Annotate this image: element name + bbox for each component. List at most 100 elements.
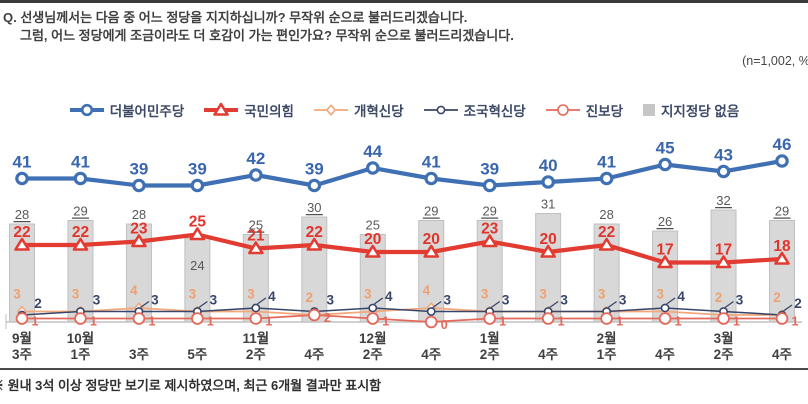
party-value-label: 3 — [443, 293, 451, 308]
party-value-label: 4 — [677, 289, 685, 304]
circle-marker-icon — [424, 315, 438, 329]
party-value-label: 3 — [598, 287, 606, 302]
label-leader-line — [724, 300, 734, 309]
party-value-label: 3 — [13, 287, 21, 302]
party-value-label: 1 — [265, 315, 272, 329]
circle-marker-icon — [73, 171, 88, 186]
party-value-label: 3 — [327, 293, 335, 308]
party-value-label: 2 — [794, 296, 802, 311]
x-axis-week-label: 2주 — [246, 347, 266, 362]
legend-label: 진보당 — [585, 104, 623, 119]
bar-value-label: 29 — [482, 204, 496, 219]
bar-value-label: 30 — [307, 200, 321, 215]
party-value-label: 22 — [13, 224, 30, 241]
circle-marker-icon — [74, 312, 87, 325]
label-leader-line — [783, 304, 793, 312]
party-value-label: 44 — [363, 142, 382, 161]
x-axis-week-label: 4주 — [772, 347, 792, 362]
circle-marker-icon — [368, 303, 378, 313]
party-value-label: 4 — [268, 289, 276, 304]
party-value-label: 39 — [129, 160, 148, 179]
democratic-party-line — [22, 158, 783, 188]
party-value-label: 20 — [423, 231, 440, 248]
circle-marker-icon — [15, 312, 29, 325]
triangle-marker-icon — [657, 255, 673, 269]
party-value-label: 2 — [324, 311, 331, 325]
legend-item-people-power-party: 국민의힘 — [203, 100, 294, 120]
party-value-label: 3 — [560, 293, 568, 308]
circle-legend-icon — [423, 105, 458, 115]
party-value-label: 1 — [792, 315, 799, 329]
circle-marker-icon — [436, 105, 446, 115]
x-axis-month-label: 1월 — [480, 330, 500, 346]
question-line-2: 그럼, 어느 정당에게 조금이라도 더 호감이 가는 편인가요? 무작위 순으로… — [20, 28, 514, 43]
party-value-label: 23 — [130, 221, 148, 238]
circle-marker-icon — [600, 312, 613, 325]
circle-marker-icon — [132, 312, 146, 325]
party-value-label: 18 — [773, 238, 791, 255]
top-divider — [0, 0, 808, 3]
party-value-label: 3 — [364, 287, 372, 302]
party-value-label: 22 — [306, 224, 323, 241]
series-jinbo-party — [15, 308, 789, 329]
footnote-divider: ※ 원내 3석 이상 정당만 보기로 제시하였으며, 최근 6개월 결과만 표시… — [0, 368, 808, 394]
party-value-label: 17 — [715, 242, 732, 259]
party-value-label: 2 — [306, 290, 314, 305]
diamond-marker-icon — [325, 104, 336, 116]
bar-value-label: 29 — [775, 204, 789, 219]
circle-marker-icon — [308, 308, 321, 322]
party-value-label: 2 — [715, 290, 723, 305]
party-value-label: 1 — [90, 315, 97, 329]
legend-item-no-party-bars: 지지정당 없음 — [642, 100, 739, 120]
jinbo-party-line — [22, 314, 782, 323]
x-axis-week-label: 3주 — [12, 347, 32, 362]
legend-item-reform-party: 개혁신당 — [313, 100, 404, 120]
party-value-label: 43 — [714, 146, 733, 165]
triangle-marker-icon — [131, 234, 147, 248]
legend-item-democratic-party: 더불어민주당 — [69, 100, 184, 120]
bar-value-label: 32 — [716, 193, 730, 208]
party-value-label: 1 — [207, 315, 214, 329]
triangle-marker-icon — [598, 237, 615, 251]
bar-value-label: 25 — [249, 218, 263, 233]
party-value-label: 45 — [656, 139, 675, 158]
question-line-1: Q. 선생님께서는 다음 중 어느 정당을 지지하십니까? 무작위 순으로 불러… — [3, 10, 468, 25]
party-value-label: 22 — [72, 224, 89, 241]
chart-legend: 더불어민주당 국민의힘 개혁신당 조국혁신당 진보당 지지정당 없음 — [0, 100, 808, 120]
question-text: Q. 선생님께서는 다음 중 어느 정당을 지지하십니까? 무작위 순으로 불러… — [3, 9, 514, 45]
legend-label: 국민의힘 — [244, 104, 294, 119]
diamond-legend-icon — [313, 104, 348, 116]
series-people-power-party — [14, 227, 790, 269]
circle-legend-icon — [545, 104, 580, 116]
triangle-marker-icon — [481, 234, 498, 248]
x-axis-week-label: 4주 — [304, 347, 324, 362]
party-value-label: 23 — [481, 221, 499, 238]
party-value-label: 3 — [502, 293, 510, 308]
x-axis-week-label: 1주 — [70, 347, 90, 362]
x-axis-month-label: 3월 — [714, 330, 734, 346]
party-value-label: 4 — [385, 289, 393, 304]
bar-value-label: 24 — [190, 258, 204, 273]
triangle-marker-icon — [306, 237, 323, 251]
triangle-marker-icon — [774, 251, 790, 265]
circle-marker-icon — [599, 171, 614, 186]
label-leader-line — [373, 297, 384, 305]
party-value-label: 41 — [13, 153, 32, 172]
bar-value-label: 25 — [366, 218, 380, 233]
x-axis-week-label: 2주 — [480, 347, 500, 362]
x-axis-week-label: 2주 — [363, 347, 383, 362]
x-axis-week-label: 4주 — [538, 347, 558, 362]
party-value-label: 3 — [736, 293, 744, 308]
circle-marker-icon — [775, 312, 789, 325]
party-value-label: 2 — [34, 296, 42, 311]
party-value-label: 41 — [422, 153, 441, 172]
party-value-label: 4 — [422, 283, 430, 298]
circle-marker-icon — [190, 178, 205, 193]
people-power-party-line — [22, 232, 783, 265]
series-democratic-party — [15, 154, 789, 193]
x-axis-week-label: 1주 — [597, 347, 617, 362]
party-value-label: 3 — [619, 293, 627, 308]
bar-value-label: 28 — [15, 207, 29, 222]
triangle-marker-icon — [364, 244, 381, 258]
